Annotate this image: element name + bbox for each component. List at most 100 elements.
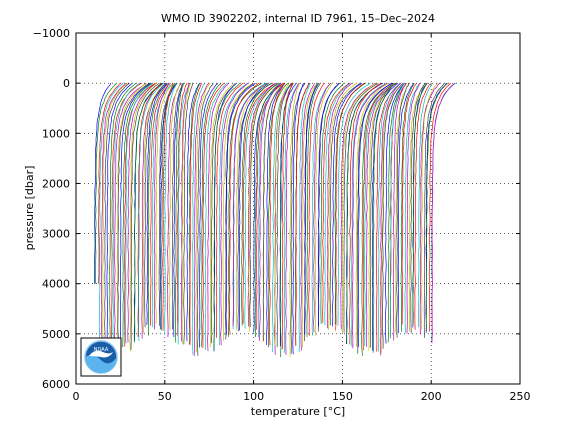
profile-line — [395, 82, 410, 333]
profile-line — [329, 82, 361, 326]
profile-line — [420, 82, 438, 330]
profile-line — [224, 82, 254, 340]
profile-line — [138, 82, 165, 341]
profile-line — [315, 82, 333, 336]
profile-line — [183, 83, 194, 345]
profile-line — [259, 82, 282, 341]
profile-line — [125, 82, 153, 344]
profile-line — [127, 82, 157, 343]
x-tick-label: 150 — [332, 390, 353, 403]
profile-line — [129, 82, 157, 352]
profile-line — [292, 82, 305, 355]
profile-line — [324, 82, 351, 326]
profile-line — [248, 82, 279, 332]
profile-line — [289, 82, 300, 357]
profile-line — [117, 82, 151, 349]
profile-line — [254, 82, 281, 338]
y-tick-label: 4000 — [42, 278, 70, 291]
profile-line — [186, 82, 201, 342]
profile-line — [313, 82, 332, 333]
profile-line — [222, 82, 254, 341]
x-axis-label-main: temperature [ — [251, 405, 328, 418]
profile-line — [109, 82, 137, 356]
profile-line — [106, 82, 133, 347]
profile-line — [104, 82, 130, 346]
profile-line — [241, 82, 272, 326]
profile-line — [343, 82, 379, 333]
profile-line — [175, 83, 184, 343]
profile-line — [283, 82, 300, 353]
profile-line — [94, 82, 112, 284]
noaa-logo-text: NOAA — [94, 347, 109, 353]
profile-line — [346, 82, 383, 344]
x-tick-label: 250 — [510, 390, 531, 403]
profile-line — [162, 82, 174, 331]
profile-line — [158, 83, 177, 326]
profile-line — [177, 82, 188, 336]
profile-line — [320, 82, 345, 325]
profile-line — [326, 82, 353, 329]
profile-line — [335, 82, 365, 331]
profile-line — [397, 82, 415, 334]
x-tick-label: 0 — [73, 390, 80, 403]
profile-line — [381, 82, 404, 354]
profile-line — [242, 82, 276, 324]
profile-line — [155, 82, 174, 325]
profile-line — [111, 82, 142, 355]
profile-line — [229, 82, 260, 335]
profile-line — [428, 82, 452, 332]
profile-line — [167, 83, 182, 337]
profile-line — [235, 82, 268, 331]
x-tick-label: 100 — [243, 390, 264, 403]
profile-line — [149, 82, 171, 326]
profile-line — [356, 82, 392, 354]
profile-line — [362, 82, 395, 351]
profile-line — [204, 82, 228, 351]
profile-line — [232, 82, 268, 326]
profile-line — [197, 83, 214, 356]
profile-line — [171, 83, 184, 330]
profile-line — [102, 82, 128, 348]
profile-line — [218, 82, 248, 346]
profile-line — [304, 82, 319, 342]
profile-line — [361, 82, 395, 356]
profile-line — [195, 82, 211, 353]
y-tick-label: 3000 — [42, 228, 70, 241]
profile-line — [379, 82, 402, 356]
profile-line — [95, 82, 117, 284]
profile-line — [377, 82, 401, 352]
noaa-logo-wave — [85, 355, 117, 373]
profile-line — [120, 82, 152, 351]
profile-line — [173, 82, 185, 338]
profile-line — [112, 82, 140, 353]
profile-line — [419, 82, 441, 334]
x-axis-label-end: ] — [341, 405, 345, 418]
profile-line — [220, 82, 249, 346]
y-axis-label: pressure [dbar] — [23, 166, 36, 251]
profile-line — [142, 82, 167, 334]
profile-line — [341, 82, 377, 333]
profile-line — [189, 82, 203, 346]
y-tick-label: 0 — [63, 77, 70, 90]
profile-line — [228, 82, 262, 337]
profile-line — [144, 82, 167, 328]
profile-line — [390, 83, 405, 339]
noaa-logo: NOAA — [80, 337, 122, 377]
profile-line — [340, 82, 377, 330]
profile-line — [280, 83, 294, 358]
x-axis-label: temperature [°C] — [251, 405, 345, 418]
profile-line — [351, 82, 387, 347]
profile-line — [369, 82, 397, 348]
profile-line — [98, 82, 122, 284]
profile-line — [382, 82, 404, 349]
temperature-profiles — [94, 82, 456, 358]
profile-line — [412, 82, 428, 325]
profile-line — [337, 82, 371, 326]
profile-line — [257, 82, 281, 338]
profile-line — [304, 83, 320, 335]
profile-line — [357, 82, 393, 348]
profile-line — [164, 82, 178, 335]
profile-line — [169, 83, 180, 331]
profile-line — [311, 82, 332, 336]
profile-line — [244, 82, 278, 329]
